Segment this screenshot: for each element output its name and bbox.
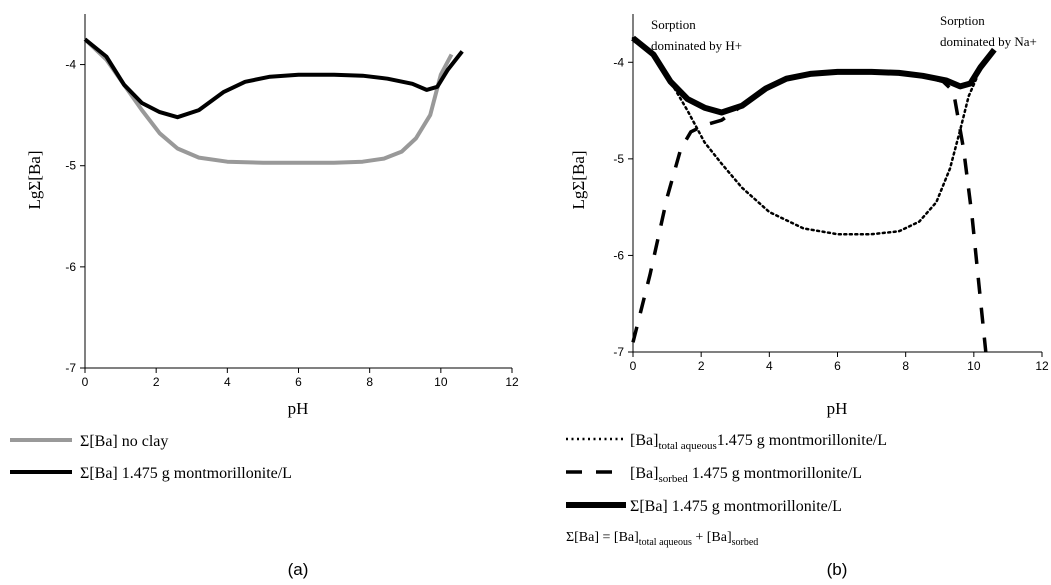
y-tick-label: -5 — [613, 152, 624, 166]
panel-a-x-axis-label: pH — [288, 399, 309, 418]
legend-label-no-clay: Σ[Ba] no clay — [80, 433, 168, 450]
y-tick-label: -6 — [613, 248, 624, 262]
panel-a-caption: (a) — [288, 560, 309, 579]
panel-b-caption: (b) — [827, 560, 848, 579]
panel-b-annotation-h-line2: dominated by H+ — [651, 38, 742, 53]
legend-sorbed-subscript: sorbed — [658, 473, 688, 485]
x-tick-label: 12 — [505, 375, 519, 389]
panel-b-plot-area: -4 -5 -6 -7 0 2 4 6 8 10 12 — [613, 14, 1049, 373]
legend-aqueous-rest: 1.475 g montmorillonite/L — [717, 432, 887, 449]
panel-b-annotation-na-line1: Sorption — [940, 13, 985, 28]
y-tick-label: -4 — [65, 58, 76, 72]
series-line-dashed-1 — [631, 70, 988, 353]
equation-subscript-2: sorbed — [732, 537, 759, 548]
legend-aqueous-main: [Ba] — [630, 432, 658, 449]
panel-a-series — [83, 37, 464, 165]
y-tick-label: -7 — [613, 345, 624, 359]
y-tick-label: -7 — [65, 361, 76, 375]
legend-label-sorbed: [Ba]sorbed 1.475 g montmorillonite/L — [630, 465, 862, 485]
panel-b-annotation-na-line2: dominated by Na+ — [940, 34, 1037, 49]
x-tick-label: 0 — [630, 359, 637, 373]
panel-b-y-axis-label: LgΣ[Ba] — [569, 151, 588, 210]
x-tick-label: 10 — [967, 359, 981, 373]
equation-subscript-1: total aqueous — [639, 537, 692, 548]
panel-b: -4 -5 -6 -7 0 2 4 6 8 10 12 Sorption dominated by… — [566, 13, 1049, 579]
legend-label-montmorillonite: Σ[Ba] 1.475 g montmorillonite/L — [80, 465, 292, 482]
y-tick-label: -5 — [65, 159, 76, 173]
legend-equation: Σ[Ba] = [Ba]total aqueous + [Ba]sorbed — [566, 530, 758, 548]
panel-a-legend: Σ[Ba] no clay Σ[Ba] 1.475 g montmorillon… — [10, 433, 292, 482]
legend-sorbed-rest: 1.475 g montmorillonite/L — [688, 465, 862, 482]
legend-label-sum: Σ[Ba] 1.475 g montmorillonite/L — [630, 498, 842, 515]
x-tick-label: 4 — [224, 375, 231, 389]
panel-b-x-ticks: 0 2 4 6 8 10 12 — [630, 352, 1049, 373]
x-tick-label: 2 — [153, 375, 160, 389]
panel-b-series — [631, 35, 997, 353]
panel-a-plot-area: -4 -5 -6 -7 0 2 4 6 8 10 12 — [65, 14, 519, 389]
series-line-dotted-0 — [631, 36, 979, 236]
x-tick-label: 2 — [698, 359, 705, 373]
panel-a-y-ticks: -4 -5 -6 -7 — [65, 58, 85, 375]
panel-b-x-axis-label: pH — [827, 399, 848, 418]
x-tick-label: 6 — [295, 375, 302, 389]
series-line-thick-2 — [631, 35, 997, 116]
x-tick-label: 8 — [366, 375, 373, 389]
legend-sorbed-main: [Ba] — [630, 465, 658, 482]
y-tick-label: -6 — [65, 260, 76, 274]
x-tick-label: 10 — [434, 375, 448, 389]
panel-b-annotation-h-line1: Sorption — [651, 17, 696, 32]
equation-part-1: Σ[Ba] = [Ba] — [566, 530, 639, 545]
y-tick-label: -4 — [613, 55, 624, 69]
panel-a-y-axis-label: LgΣ[Ba] — [25, 151, 44, 210]
x-tick-label: 0 — [82, 375, 89, 389]
x-tick-label: 12 — [1035, 359, 1049, 373]
equation-part-2: + [Ba] — [692, 530, 732, 545]
panel-b-y-ticks: -4 -5 -6 -7 — [613, 55, 633, 359]
panel-b-legend: [Ba]total aqueous1.475 g montmorillonite… — [566, 432, 887, 548]
legend-aqueous-subscript: total aqueous — [658, 440, 716, 452]
x-tick-label: 4 — [766, 359, 773, 373]
panel-a: -4 -5 -6 -7 0 2 4 6 8 10 12 pH LgΣ[Ba] Σ[Ba] no c… — [10, 14, 519, 579]
series-line-solid-1 — [83, 37, 464, 120]
panel-a-x-ticks: 0 2 4 6 8 10 12 — [82, 368, 519, 389]
x-tick-label: 8 — [902, 359, 909, 373]
legend-label-aqueous: [Ba]total aqueous1.475 g montmorillonite… — [630, 432, 887, 452]
x-tick-label: 6 — [834, 359, 841, 373]
series-line-solid-0 — [83, 37, 454, 165]
